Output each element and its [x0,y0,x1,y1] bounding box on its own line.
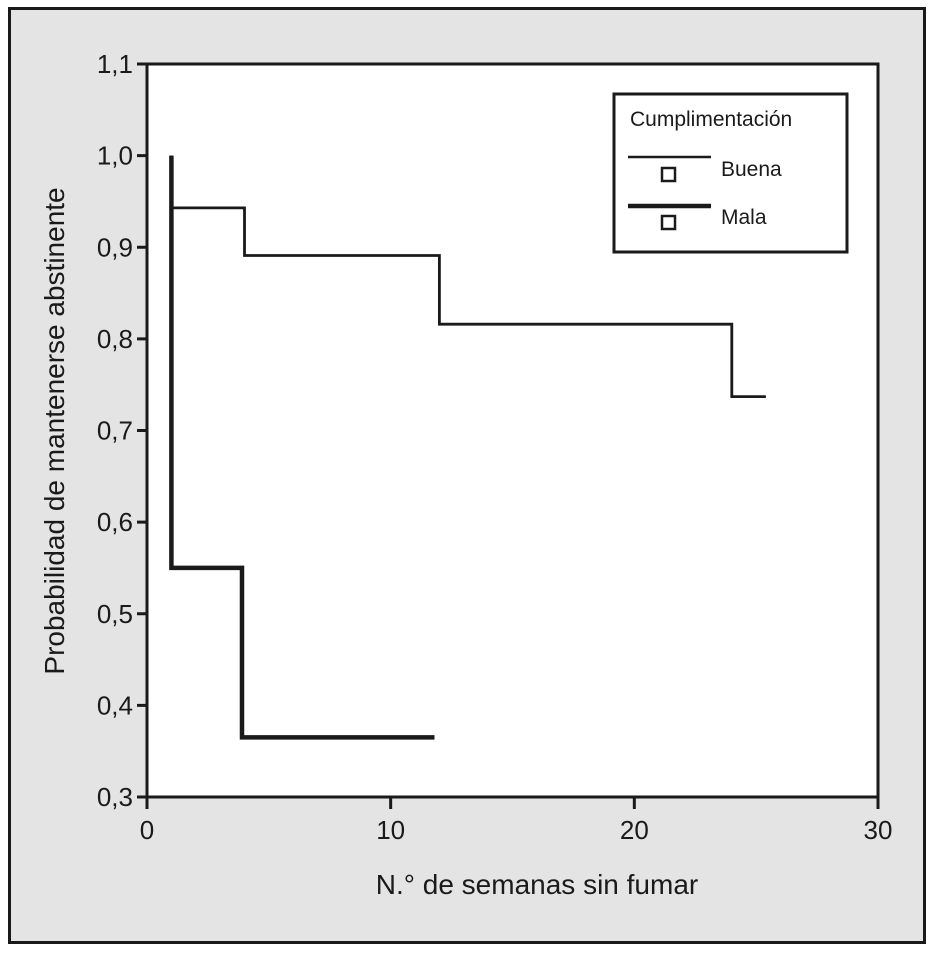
y-tick-label: 0,9 [97,232,133,262]
x-tick-label: 20 [620,815,649,845]
legend-label-mala: Mala [721,206,767,229]
y-axis-label: Probabilidad de mantenerse abstinente [39,187,70,674]
y-tick-label: 0,6 [97,507,133,537]
legend: Cumplimentación Buena Mala [612,92,849,254]
x-axis: 0 10 20 30 [140,797,893,845]
series-line-buena [169,155,766,399]
x-axis-label: N.° de semanas sin fumar [376,869,698,900]
series-line-mala [169,155,435,740]
legend-title: Cumplimentación [630,108,792,131]
y-tick-label: 1,1 [97,49,133,79]
y-tick-label: 1,0 [97,141,133,171]
legend-marker-buena [660,166,677,183]
legend-marker-mala [660,214,677,231]
y-tick-label: 0,8 [97,324,133,354]
series-layer [169,155,766,740]
figure-frame: 0,3 0,4 0,5 0,6 0,7 0,8 0,9 1,0 1,1 0 10 20 30 N.° … [8,7,926,944]
y-tick-label: 0,3 [97,782,133,812]
legend-box [612,92,849,254]
y-tick-label: 0,4 [97,690,133,720]
survival-chart: 0,3 0,4 0,5 0,6 0,7 0,8 0,9 1,0 1,1 0 10 20 30 N.° … [39,49,893,900]
x-tick-label: 0 [140,815,154,845]
y-tick-label: 0,7 [97,416,133,446]
x-tick-label: 10 [376,815,405,845]
legend-label-buena: Buena [721,158,782,181]
x-tick-label: 30 [864,815,893,845]
y-tick-label: 0,5 [97,599,133,629]
y-axis: 0,3 0,4 0,5 0,6 0,7 0,8 0,9 1,0 1,1 [97,49,147,812]
